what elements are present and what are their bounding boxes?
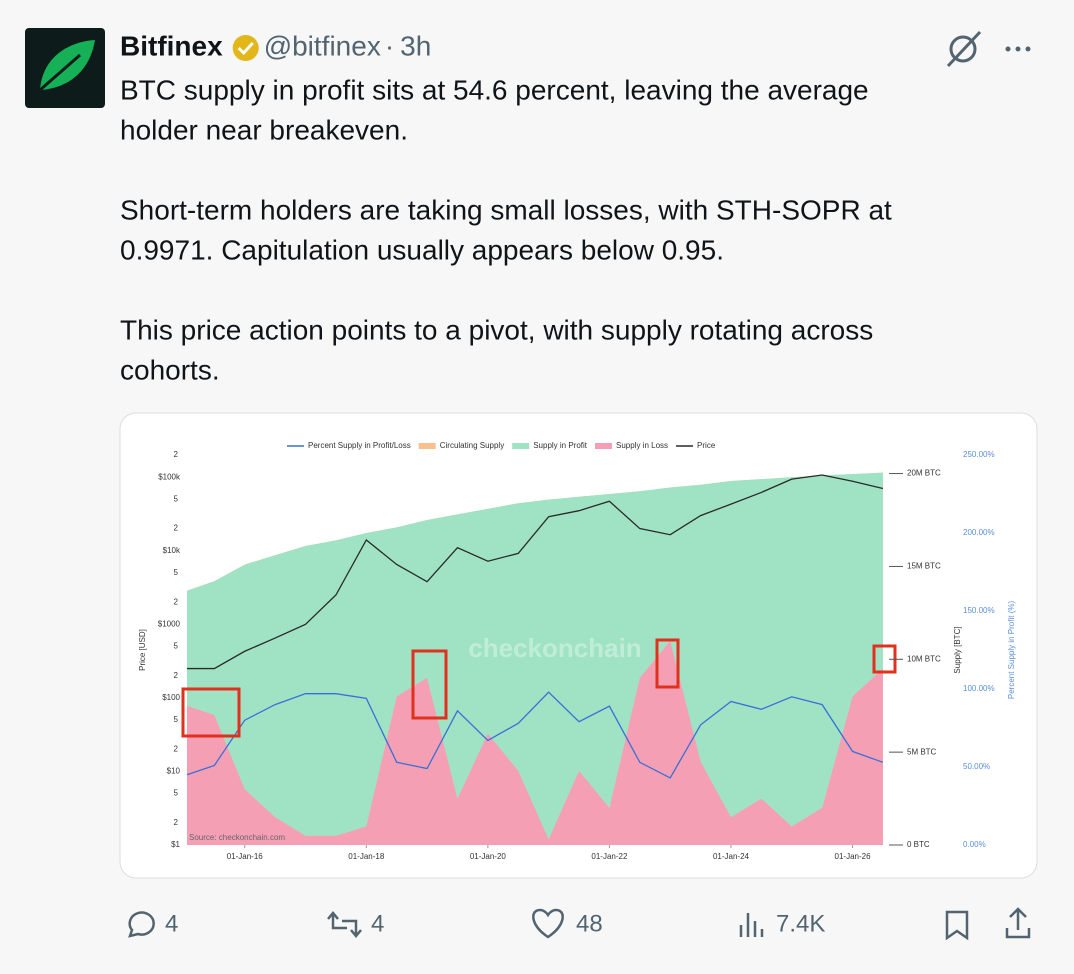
x-tick-label: 01-Jan-16 (227, 852, 264, 861)
x-tick-label: 01-Jan-20 (470, 852, 507, 861)
legend-label: Supply in Profit (533, 441, 588, 450)
views-icon[interactable] (739, 913, 764, 937)
y-tick-label: $1 (171, 840, 180, 849)
repost-icon[interactable] (327, 911, 362, 938)
more-button[interactable] (1005, 46, 1031, 52)
tweet-line: cohorts. (120, 354, 220, 385)
y-tick-label: 2 (174, 818, 179, 827)
highlight-box (181, 687, 241, 738)
y3-axis-title: Percent Supply in Profit (%) (1007, 601, 1016, 700)
verified-badge (232, 35, 259, 61)
y-tick-label: $100 (162, 693, 180, 702)
area (187, 640, 883, 845)
source-note: Source: checkonchain.com (189, 833, 285, 842)
y-tick-label: 2 (174, 450, 179, 459)
bookmark-icon[interactable] (945, 910, 969, 941)
avatar[interactable] (25, 28, 105, 108)
y-tick-label: $1000 (158, 619, 181, 628)
reply-count[interactable]: 4 (165, 910, 178, 937)
x-tick-label: 01-Jan-24 (713, 852, 750, 861)
legend-label: Price (697, 441, 716, 450)
legend-item: Supply in Profit (512, 441, 588, 450)
author-name[interactable]: Bitfinex (120, 30, 223, 61)
y-tick-label: 2 (174, 671, 179, 680)
y-axis-title: Price [USD] (138, 629, 147, 671)
y2-tick-label: 20M BTC (907, 469, 941, 478)
y-tick-label: $10k (163, 546, 181, 555)
y-tick-label: 2 (174, 597, 179, 606)
y2-tick-label: 15M BTC (907, 562, 941, 571)
y2-tick-label: 0 BTC (907, 840, 930, 849)
line (186, 691, 884, 779)
x-tick-label: 01-Jan-22 (591, 852, 628, 861)
y3-tick-label: 0.00% (963, 840, 986, 849)
legend-label: Circulating Supply (440, 441, 504, 450)
tweet-line: holder near breakeven. (120, 114, 408, 145)
x-tick-label: 01-Jan-26 (835, 852, 872, 861)
legend-label: Percent Supply in Profit/Loss (308, 441, 411, 450)
y2-axis-title: Supply [BTC] (953, 626, 962, 673)
watermark: checkonchain (468, 633, 641, 663)
separator: · (385, 30, 394, 61)
y-tick-label: $10 (167, 767, 181, 776)
reply-icon[interactable] (128, 911, 155, 938)
y-tick-label: 2 (174, 744, 179, 753)
timestamp[interactable]: 3h (400, 30, 431, 61)
legend-swatch (512, 443, 530, 449)
tweet-line: Short-term holders are taking small loss… (120, 194, 892, 225)
legend-item: Supply in Loss (595, 441, 668, 450)
legend-label: Supply in Loss (616, 441, 668, 450)
y-tick-label: 5 (174, 789, 179, 798)
tweet-text: BTC supply in profit sits at 54.6 percen… (120, 74, 892, 385)
like-count[interactable]: 48 (576, 910, 603, 937)
highlight-box (655, 638, 680, 689)
y3-tick-label: 250.00% (963, 450, 995, 459)
grok-icon[interactable] (946, 30, 982, 68)
y-tick-label: 5 (174, 494, 179, 503)
highlight-box (411, 649, 448, 720)
legend-item: Circulating Supply (418, 441, 504, 450)
y-tick-label: 2 (174, 524, 179, 533)
line (187, 474, 884, 670)
y2-tick-label: 10M BTC (907, 654, 941, 663)
y2-tick-label: 5M BTC (907, 747, 937, 756)
y-tick-label: 5 (174, 568, 179, 577)
y3-tick-label: 100.00% (963, 684, 995, 693)
chart: checkonchain Source: checkonchain.com 01-J… (138, 441, 1016, 861)
legend-item: Price (676, 441, 716, 450)
repost-count[interactable]: 4 (371, 910, 384, 937)
handle[interactable]: @bitfinex (264, 30, 381, 61)
area (187, 472, 883, 840)
y-tick-label: 5 (174, 715, 179, 724)
like-icon[interactable] (532, 908, 564, 939)
y3-tick-label: 150.00% (963, 606, 995, 615)
share-icon[interactable] (1005, 907, 1031, 939)
y3-tick-label: 50.00% (963, 762, 990, 771)
legend-item: Percent Supply in Profit/Loss (287, 441, 411, 450)
y-tick-label: 5 (174, 642, 179, 651)
view-count[interactable]: 7.4K (776, 910, 825, 937)
y-tick-label: $100k (158, 472, 181, 481)
tweet-line: 0.9971. Capitulation usually appears bel… (120, 234, 724, 265)
x-tick-label: 01-Jan-18 (348, 852, 385, 861)
legend-swatch (418, 443, 436, 449)
tweet-line: This price action points to a pivot, wit… (120, 314, 873, 345)
legend-swatch (595, 443, 613, 449)
tweet-line: BTC supply in profit sits at 54.6 percen… (120, 74, 869, 105)
y3-tick-label: 200.00% (963, 528, 995, 537)
